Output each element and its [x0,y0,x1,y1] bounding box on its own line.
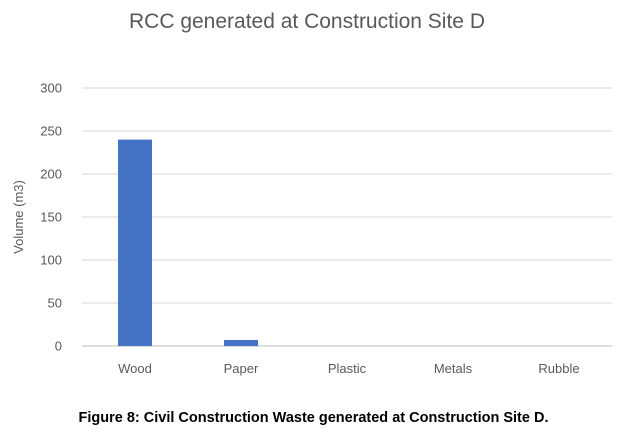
gridlines [82,87,612,347]
y-axis-title: Volume (m3) [11,180,26,254]
bar-wood [118,139,152,346]
bar-paper [224,339,258,346]
bar-chart: RCC generated at Construction Site D 0 50… [11,10,612,376]
y-tick-label: 100 [40,253,62,268]
x-tick-label: Plastic [328,361,367,376]
y-tick-label: 150 [40,210,62,225]
y-tick-label: 0 [55,339,62,354]
x-tick-label: Wood [118,361,152,376]
figure-caption: Figure 8: Civil Construction Waste gener… [78,410,549,426]
x-tick-label: Paper [224,361,259,376]
y-tick-label: 300 [40,81,62,96]
y-tick-label: 250 [40,124,62,139]
x-tick-label: Rubble [538,361,579,376]
y-tick-label: 50 [48,296,62,311]
chart-title: RCC generated at Construction Site D [129,10,485,33]
x-axis-ticks: Wood Paper Plastic Metals Rubble [118,361,579,376]
y-axis-ticks: 0 50 100 150 200 250 300 [40,81,62,354]
x-tick-label: Metals [434,361,473,376]
bars [118,139,258,346]
y-tick-label: 200 [40,167,62,182]
